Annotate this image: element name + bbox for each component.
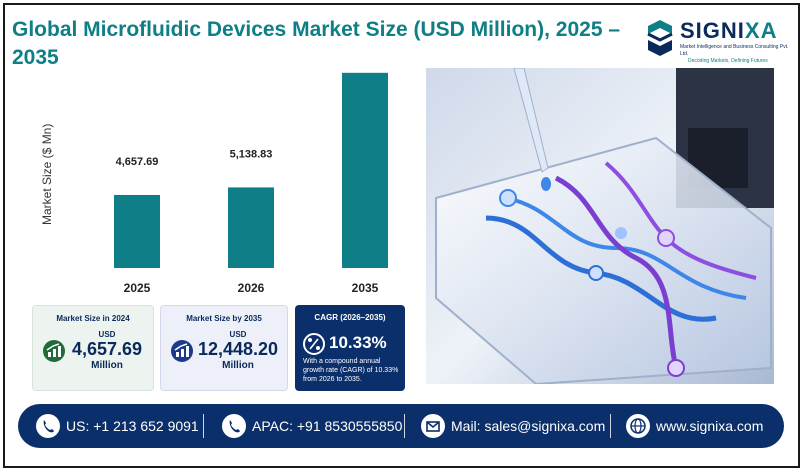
kpi-unit: USD — [229, 330, 247, 339]
kpi-value: 12,448.20 — [197, 339, 279, 359]
kpi-header: Market Size by 2035 — [186, 314, 262, 323]
footer-divider — [404, 414, 405, 438]
globe-icon — [626, 414, 650, 438]
x-tick-2026: 2026 — [238, 281, 265, 295]
logo-mark-icon — [647, 20, 673, 56]
kpi-card-2024: Market Size in 2024 USD 4,657.69 Million — [32, 305, 154, 391]
data-label-2025: 4,657.69 — [116, 156, 159, 168]
bar-growth-icon — [43, 340, 65, 362]
bar-2035 — [342, 72, 388, 268]
x-tick-2025: 2025 — [124, 281, 151, 295]
bar-2025 — [114, 194, 160, 268]
logo-slogan: Decoding Markets, Defining Futures — [688, 58, 768, 64]
mail-icon — [421, 414, 445, 438]
microfluidic-chip-image — [426, 68, 774, 384]
percent-icon — [303, 333, 325, 355]
logo-wordmark: SIGNIXA — [680, 18, 778, 43]
outer-frame — [3, 3, 800, 468]
kpi-unit: USD — [98, 330, 116, 339]
cagr-header: CAGR (2026–2035) — [314, 313, 386, 322]
page-title: Global Microfluidic Devices Market Size … — [12, 18, 621, 69]
bar-growth-icon — [171, 340, 193, 362]
footer-divider — [610, 414, 611, 438]
kpi-card-2035: Market Size by 2035 USD 12,448.20 Millio… — [160, 305, 288, 391]
cagr-description: With a compound annual growth rate (CAGR… — [303, 358, 399, 383]
kpi-suffix: Million — [222, 360, 254, 371]
cagr-card: CAGR (2026–2035) 10.33% With a compound … — [295, 305, 405, 391]
kpi-value: 4,657.69 — [71, 339, 143, 359]
data-label-2026: 5,138.83 — [230, 148, 273, 160]
x-tick-2035: 2035 — [352, 281, 379, 295]
brand-logo: SIGNIXA Market Intelligence and Business… — [644, 18, 788, 66]
phone-icon — [222, 414, 246, 438]
kpi-header: Market Size in 2024 — [56, 314, 130, 323]
bar-2026 — [228, 187, 274, 268]
cagr-value: 10.33% — [329, 333, 387, 352]
phone-icon — [36, 414, 60, 438]
logo-tagline: Market Intelligence and Business Consult… — [680, 44, 789, 57]
kpi-suffix: Million — [91, 360, 123, 371]
footer-divider — [203, 414, 204, 438]
contact-footer: US: +1 213 652 9091 APAC: +91 8530555850… — [18, 404, 784, 448]
